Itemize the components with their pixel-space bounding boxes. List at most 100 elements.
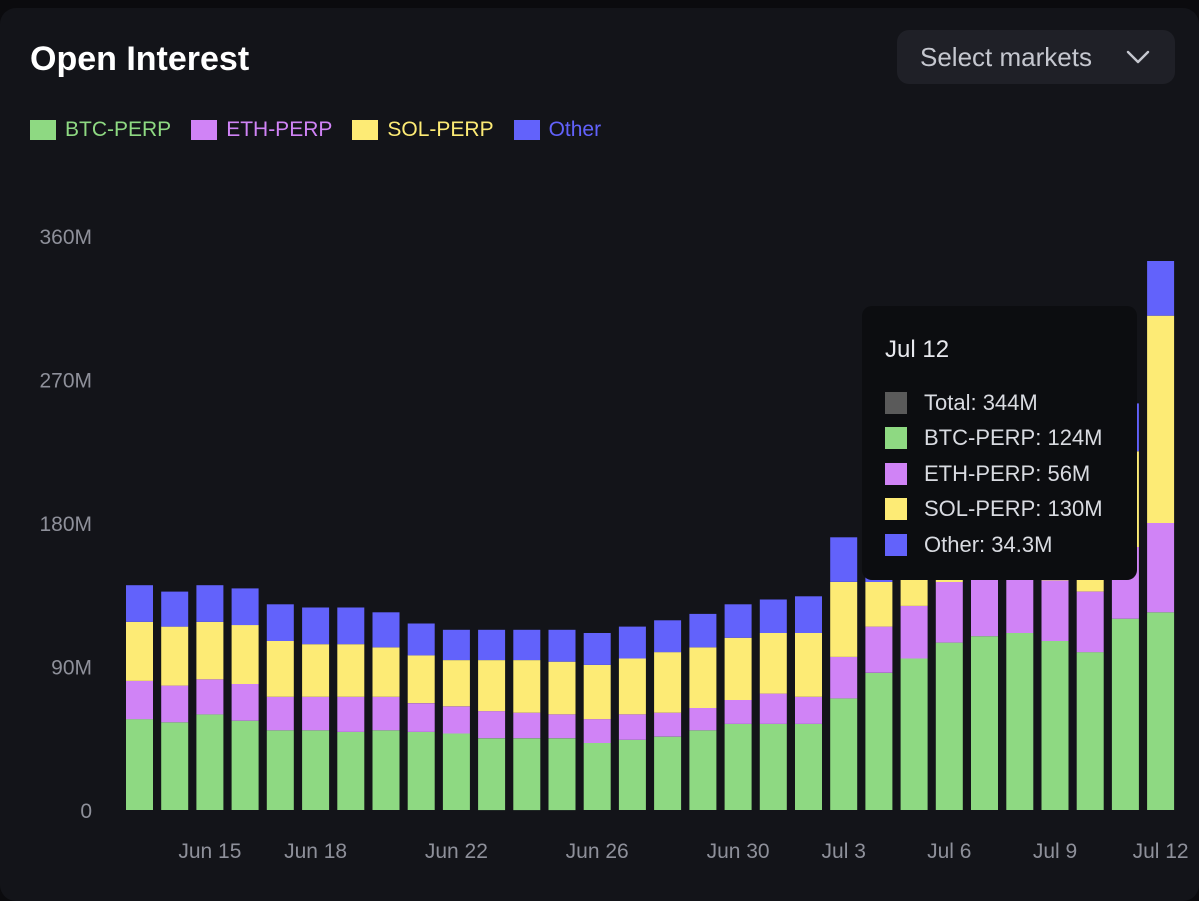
bar-segment-other[interactable]: [759, 599, 787, 634]
bar-segment-btc-perp[interactable]: [231, 720, 259, 810]
bar-segment-eth-perp[interactable]: [1041, 580, 1069, 641]
bar-segment-eth-perp[interactable]: [759, 693, 787, 724]
bar-segment-btc-perp[interactable]: [161, 722, 189, 810]
bar-segment-eth-perp[interactable]: [161, 685, 189, 723]
bar-segment-eth-perp[interactable]: [372, 696, 400, 731]
bar-segment-other[interactable]: [302, 607, 330, 645]
bar-segment-btc-perp[interactable]: [654, 736, 682, 810]
bar-segment-eth-perp[interactable]: [196, 679, 224, 715]
bar-segment-btc-perp[interactable]: [759, 723, 787, 810]
bar-segment-eth-perp[interactable]: [513, 712, 541, 739]
bar-segment-sol-perp[interactable]: [724, 637, 752, 700]
bar-segment-sol-perp[interactable]: [442, 660, 470, 707]
bar-segment-btc-perp[interactable]: [407, 731, 435, 810]
bar-segment-sol-perp[interactable]: [654, 652, 682, 713]
bar-segment-eth-perp[interactable]: [865, 626, 893, 673]
bar-segment-other[interactable]: [830, 537, 858, 582]
bar-segment-sol-perp[interactable]: [830, 582, 858, 657]
bar-segment-other[interactable]: [513, 629, 541, 661]
bar-segment-btc-perp[interactable]: [548, 738, 576, 811]
bar-segment-other[interactable]: [442, 629, 470, 661]
bar-segment-eth-perp[interactable]: [618, 714, 646, 740]
bar-segment-btc-perp[interactable]: [795, 723, 822, 810]
bar-segment-btc-perp[interactable]: [266, 730, 294, 810]
bar-segment-sol-perp[interactable]: [478, 660, 506, 712]
bar-segment-btc-perp[interactable]: [830, 698, 858, 810]
bar-segment-eth-perp[interactable]: [830, 656, 858, 699]
bar-segment-other[interactable]: [161, 591, 189, 627]
bar-segment-other[interactable]: [266, 604, 294, 641]
bar-segment-eth-perp[interactable]: [548, 714, 576, 739]
bar-segment-eth-perp[interactable]: [654, 712, 682, 737]
bar-segment-other[interactable]: [478, 629, 506, 661]
bar-segment-sol-perp[interactable]: [795, 633, 822, 697]
bar-segment-eth-perp[interactable]: [231, 684, 259, 721]
bar-segment-sol-perp[interactable]: [161, 626, 189, 686]
bar-segment-btc-perp[interactable]: [1006, 633, 1034, 810]
bar-segment-eth-perp[interactable]: [724, 700, 752, 724]
bar-segment-other[interactable]: [583, 633, 611, 665]
bar-segment-sol-perp[interactable]: [407, 655, 435, 704]
bar-segment-btc-perp[interactable]: [689, 730, 717, 810]
bar-segment-sol-perp[interactable]: [337, 644, 365, 697]
bar-segment-eth-perp[interactable]: [266, 696, 294, 731]
bar-segment-other[interactable]: [196, 585, 224, 622]
legend-item-sol-perp[interactable]: SOL-PERP: [352, 118, 494, 142]
bar-segment-sol-perp[interactable]: [126, 621, 153, 681]
bar-segment-sol-perp[interactable]: [865, 582, 893, 627]
bar-segment-eth-perp[interactable]: [1076, 591, 1104, 653]
bar-segment-other[interactable]: [231, 588, 259, 626]
bar-segment-eth-perp[interactable]: [478, 711, 506, 739]
bar-segment-btc-perp[interactable]: [126, 719, 153, 810]
bar-segment-btc-perp[interactable]: [935, 642, 963, 810]
bar-segment-eth-perp[interactable]: [337, 696, 365, 732]
bar-segment-eth-perp[interactable]: [900, 605, 928, 659]
bar-segment-sol-perp[interactable]: [302, 644, 330, 697]
bar-segment-btc-perp[interactable]: [583, 743, 611, 810]
bar-segment-btc-perp[interactable]: [337, 731, 365, 810]
bar-segment-btc-perp[interactable]: [196, 714, 224, 810]
bar-segment-btc-perp[interactable]: [724, 723, 752, 810]
bar-segment-sol-perp[interactable]: [231, 625, 259, 684]
bar-segment-btc-perp[interactable]: [971, 636, 998, 810]
bar-segment-other[interactable]: [618, 626, 646, 659]
bar-segment-other[interactable]: [689, 613, 717, 648]
select-markets-dropdown[interactable]: Select markets: [897, 30, 1175, 84]
bar-segment-btc-perp[interactable]: [372, 730, 400, 810]
bar-segment-sol-perp[interactable]: [1147, 315, 1175, 523]
bar-segment-other[interactable]: [407, 623, 435, 656]
bar-segment-sol-perp[interactable]: [759, 633, 787, 694]
bar-segment-sol-perp[interactable]: [513, 660, 541, 713]
bar-segment-btc-perp[interactable]: [865, 672, 893, 810]
bar-segment-btc-perp[interactable]: [513, 738, 541, 811]
bar-segment-eth-perp[interactable]: [1006, 574, 1034, 633]
bar-segment-eth-perp[interactable]: [795, 696, 822, 724]
bar-segment-sol-perp[interactable]: [266, 641, 294, 697]
bar-segment-btc-perp[interactable]: [1111, 618, 1139, 810]
bar-segment-eth-perp[interactable]: [302, 696, 330, 731]
bar-segment-btc-perp[interactable]: [478, 738, 506, 811]
bar-segment-eth-perp[interactable]: [689, 708, 717, 731]
bar-segment-btc-perp[interactable]: [1076, 652, 1104, 810]
bar-segment-other[interactable]: [654, 620, 682, 653]
bar-segment-btc-perp[interactable]: [900, 658, 928, 811]
bar-segment-btc-perp[interactable]: [1041, 641, 1069, 810]
bar-segment-sol-perp[interactable]: [372, 647, 400, 697]
bar-segment-other[interactable]: [126, 585, 153, 622]
bar-segment-eth-perp[interactable]: [407, 703, 435, 732]
bar-segment-btc-perp[interactable]: [442, 733, 470, 811]
bar-segment-btc-perp[interactable]: [1147, 612, 1175, 810]
bar-segment-other[interactable]: [1147, 261, 1175, 316]
bar-segment-other[interactable]: [795, 596, 822, 633]
bar-segment-eth-perp[interactable]: [935, 582, 963, 643]
bar-segment-eth-perp[interactable]: [971, 572, 998, 637]
bar-segment-btc-perp[interactable]: [302, 730, 330, 810]
bar-segment-eth-perp[interactable]: [126, 680, 153, 720]
bar-segment-other[interactable]: [548, 629, 576, 662]
bar-segment-btc-perp[interactable]: [618, 739, 646, 810]
bar-segment-sol-perp[interactable]: [196, 621, 224, 680]
bar-segment-other[interactable]: [337, 607, 365, 645]
bar-segment-other[interactable]: [372, 612, 400, 648]
bar-segment-sol-perp[interactable]: [618, 658, 646, 715]
legend-item-btc-perp[interactable]: BTC-PERP: [30, 118, 171, 142]
